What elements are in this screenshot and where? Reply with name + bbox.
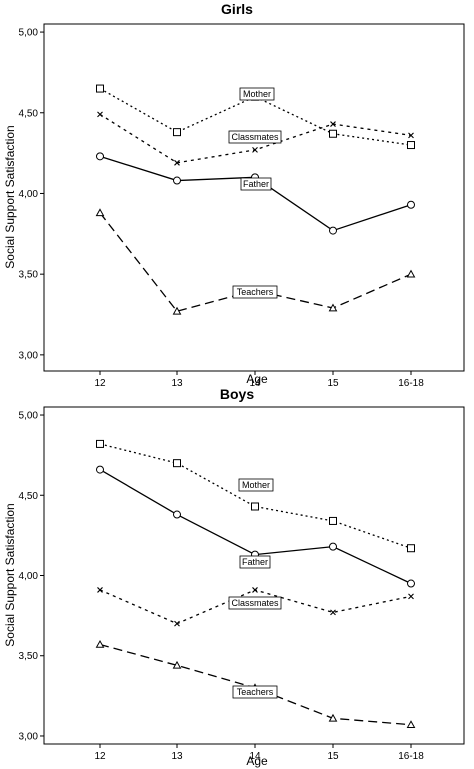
axis-ticks: 3,00 3,50 4,00 4,50 5,00 12 13 14 15 16-18	[19, 28, 425, 389]
y-axis-label: Social Support Satisfaction	[3, 125, 17, 268]
series-label-father: Father	[242, 557, 268, 567]
y-tick-label: 5,00	[19, 411, 39, 422]
series-label-teachers: Teachers	[237, 687, 274, 697]
x-tick-label: 16-18	[398, 751, 424, 762]
plot-frame	[43, 23, 465, 372]
series-label-classmates: Classmates	[231, 132, 279, 142]
series-label-classmates: Classmates	[231, 598, 279, 608]
data-point-classmates	[174, 159, 180, 166]
series-label-box	[240, 177, 272, 191]
series-line-teachers	[99, 212, 412, 313]
data-point-classmates	[97, 587, 103, 593]
data-point-mother	[251, 502, 259, 511]
x-axis-label: Age	[246, 754, 268, 768]
data-point-mother	[329, 129, 337, 138]
y-tick-label: 3,50	[19, 270, 39, 281]
y-tick-label: 4,00	[19, 189, 39, 200]
series-labels: Mother Father Classmates Teachers	[228, 478, 282, 699]
data-point-father	[96, 152, 104, 161]
y-tick-label: 4,50	[19, 491, 39, 502]
data-point-teachers	[406, 269, 416, 278]
data-point-mother	[96, 439, 104, 448]
data-point-father	[407, 200, 415, 209]
data-point-mother	[96, 84, 104, 93]
x-tick-label: 12	[94, 751, 106, 762]
x-tick-label: 14	[249, 751, 261, 762]
axis-ticks: 3,00 3,50 4,00 4,50 5,00 12 13 14 15 16-18	[19, 411, 425, 762]
data-point-classmates	[330, 609, 336, 616]
chart-title: Boys	[220, 386, 254, 402]
series-line-mother	[99, 443, 412, 549]
x-tick-label: 13	[171, 378, 183, 389]
x-axis-label: Age	[246, 372, 268, 386]
series-label-mother: Mother	[243, 89, 271, 99]
data-point-classmates	[408, 593, 414, 600]
chart-title: Girls	[221, 1, 253, 17]
data-point-teachers	[328, 713, 338, 722]
data-point-teachers	[95, 208, 105, 217]
y-tick-label: 5,00	[19, 28, 39, 39]
y-tick-label: 3,00	[19, 731, 39, 742]
data-point-teachers	[328, 303, 338, 312]
data-point-classmates	[330, 121, 336, 127]
data-point-teachers	[406, 720, 416, 729]
y-tick-label: 3,50	[19, 651, 39, 662]
series-label-box	[228, 130, 282, 144]
data-point-classmates	[408, 132, 414, 139]
series-label-box	[228, 596, 282, 610]
chart-panel-girls: Girls Social Support Satisfaction Age 3,…	[3, 1, 465, 389]
data-point-father	[407, 579, 415, 588]
data-point-father	[173, 176, 181, 185]
data-point-teachers	[172, 660, 182, 669]
data-point-classmates	[174, 620, 180, 627]
data-point-mother	[407, 141, 415, 150]
y-axis-label: Social Support Satisfaction	[3, 503, 17, 646]
series-lines	[95, 84, 416, 315]
series-labels: Mother Classmates Father Teachers	[228, 87, 282, 299]
x-tick-label: 14	[249, 378, 261, 389]
x-tick-label: 15	[327, 378, 339, 389]
data-point-classmates	[97, 111, 103, 118]
series-label-box	[239, 87, 275, 101]
series-label-teachers: Teachers	[237, 287, 274, 297]
data-point-father	[329, 542, 337, 551]
series-label-father: Father	[243, 179, 269, 189]
y-tick-label: 3,00	[19, 350, 39, 361]
series-line-mother	[99, 87, 412, 146]
y-tick-label: 4,00	[19, 571, 39, 582]
data-point-teachers	[172, 306, 182, 315]
series-label-box	[238, 478, 274, 492]
x-tick-label: 12	[94, 378, 106, 389]
data-point-mother	[329, 516, 337, 525]
x-tick-label: 15	[327, 751, 339, 762]
series-label-box	[239, 555, 271, 569]
data-point-father	[96, 465, 104, 474]
y-tick-label: 4,50	[19, 108, 39, 119]
series-label-box	[232, 285, 278, 299]
data-point-mother	[173, 459, 181, 468]
x-tick-label: 13	[171, 751, 183, 762]
chart-panel-boys: Boys Social Support Satisfaction Age 3,0…	[3, 386, 465, 768]
data-point-mother	[407, 544, 415, 553]
data-point-classmates	[252, 146, 258, 153]
series-label-box	[232, 685, 278, 699]
series-label-mother: Mother	[242, 480, 270, 490]
x-tick-label: 16-18	[398, 378, 424, 389]
data-point-father	[173, 510, 181, 519]
data-point-teachers	[95, 639, 105, 648]
data-point-father	[329, 226, 337, 235]
data-point-mother	[173, 128, 181, 137]
data-point-classmates	[252, 587, 258, 593]
